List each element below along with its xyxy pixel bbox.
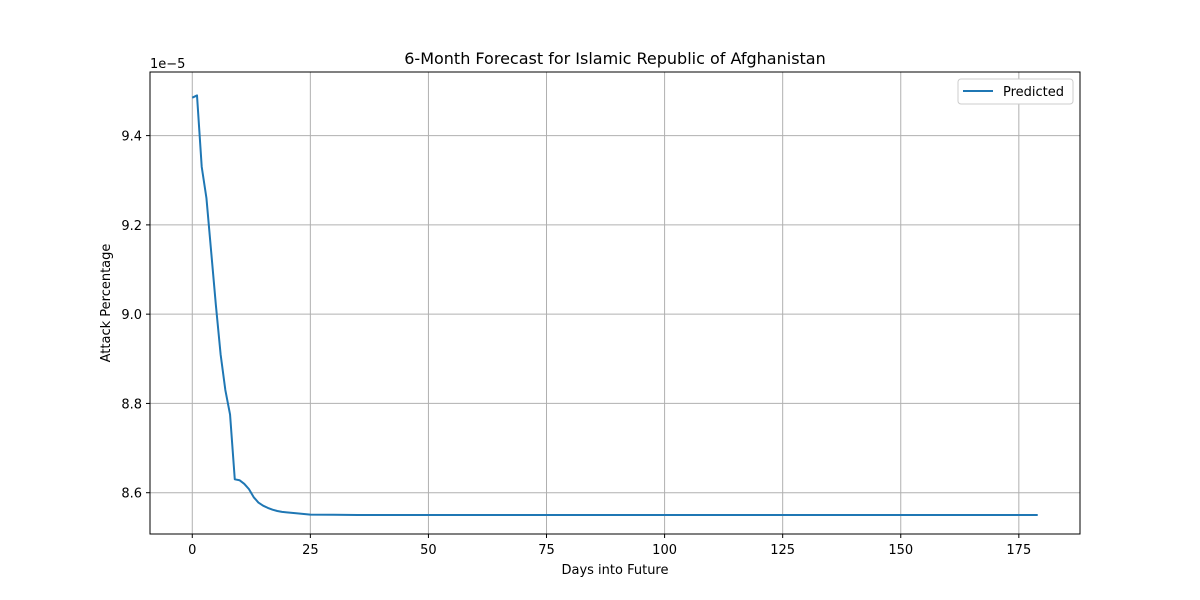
y-axis-label: Attack Percentage <box>99 244 114 363</box>
x-tick-label: 50 <box>420 543 437 558</box>
x-tick-label: 100 <box>652 543 677 558</box>
x-tick-label: 125 <box>770 543 795 558</box>
y-offset-label: 1e−5 <box>150 57 185 72</box>
x-axis-label: Days into Future <box>561 563 668 578</box>
y-tick-label: 8.6 <box>121 487 142 502</box>
x-tick-label: 75 <box>538 543 555 558</box>
x-tick-label: 175 <box>1006 543 1031 558</box>
legend: Predicted <box>958 79 1073 104</box>
legend-label: Predicted <box>1003 85 1064 100</box>
y-tick-label: 9.4 <box>121 130 142 145</box>
chart-title: 6-Month Forecast for Islamic Republic of… <box>404 49 826 68</box>
y-tick-label: 9.0 <box>121 308 142 323</box>
x-tick-label: 150 <box>888 543 913 558</box>
y-tick-label: 9.2 <box>121 219 142 234</box>
x-tick-label: 0 <box>188 543 196 558</box>
x-tick-label: 25 <box>302 543 319 558</box>
y-tick-label: 8.8 <box>121 397 142 412</box>
